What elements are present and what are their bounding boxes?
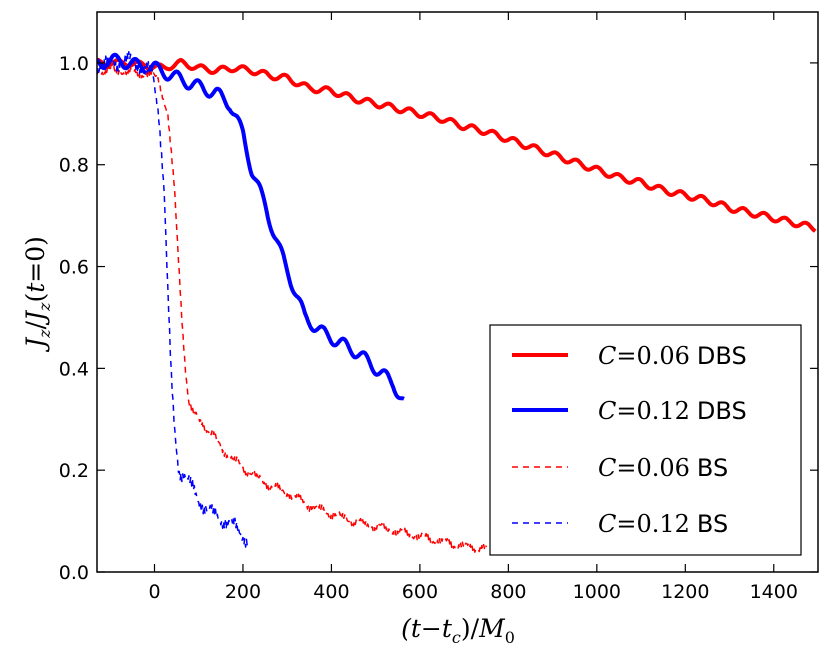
y-tick-label: 0.8 [59, 155, 89, 177]
series-line-4 [97, 51, 249, 548]
legend-suffix: DBS [697, 342, 747, 370]
x-tick-label: 600 [402, 581, 438, 603]
legend-math: C [598, 342, 616, 370]
legend-value: =0.06 [616, 454, 690, 482]
legend-math: C [598, 397, 616, 425]
ticks-layer: 0 200 400 600 800 1000 1200 1400 0.0 0.2 0.4 0.6 0.8… [59, 12, 818, 603]
legend-label-2: C=0.12 DBS [598, 397, 747, 425]
y-axis-label: Jz/Jz(t=0) [21, 236, 54, 353]
y-tick-label: 0.0 [59, 562, 89, 584]
x-tick-label: 1400 [750, 581, 798, 603]
legend-value: =0.12 [616, 510, 690, 538]
legend-label-4: C=0.12 BS [598, 510, 728, 538]
legend-suffix: BS [697, 454, 728, 482]
y-tick-label: 1.0 [59, 53, 89, 75]
x-tick-label: 800 [490, 581, 526, 603]
y-tick-label: 0.4 [59, 358, 89, 380]
x-tick-label: 400 [313, 581, 349, 603]
legend-label-1: C=0.06 DBS [598, 342, 747, 370]
plot-frame [96, 11, 819, 573]
x-axis-label: (t−tc)/M0 [401, 614, 515, 647]
legend-label-3: C=0.06 BS [598, 454, 728, 482]
x-tick-label: 1000 [573, 581, 621, 603]
x-tick-label: 1200 [661, 581, 709, 603]
series-line-1 [97, 57, 817, 233]
y-tick-label: 0.6 [59, 257, 89, 279]
x-tick-label: 0 [148, 581, 160, 603]
series-layer [97, 51, 817, 553]
legend-value: =0.12 [616, 397, 690, 425]
series-line-2 [97, 52, 406, 401]
x-tick-label: 200 [225, 581, 261, 603]
legend-box [489, 324, 802, 556]
legend-value: =0.06 [616, 342, 690, 370]
legend-math: C [598, 510, 616, 538]
series-line-3 [97, 65, 488, 553]
legend-math: C [598, 454, 616, 482]
legend-suffix: DBS [697, 397, 747, 425]
legend-suffix: BS [697, 510, 728, 538]
y-tick-label: 0.2 [59, 460, 89, 482]
